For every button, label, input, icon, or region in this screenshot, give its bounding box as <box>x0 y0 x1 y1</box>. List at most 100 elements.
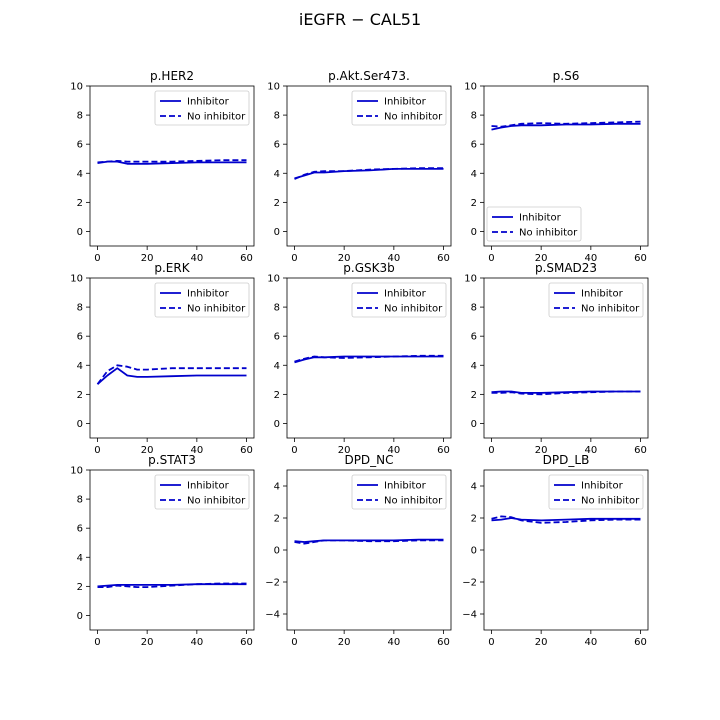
x-tick-label: 20 <box>141 637 154 648</box>
x-tick-label: 0 <box>488 637 494 648</box>
legend-label: Inhibitor <box>384 289 427 300</box>
panel-title: p.S6 <box>553 69 580 83</box>
legend-label: No inhibitor <box>187 112 246 123</box>
y-tick-label: 0 <box>77 419 83 430</box>
plot-frame <box>483 85 649 247</box>
y-tick-label: 2 <box>274 390 280 401</box>
x-tick-label: 0 <box>291 253 297 264</box>
x-tick-label: 0 <box>94 253 100 264</box>
legend-label: Inhibitor <box>581 481 624 492</box>
x-tick-label: 60 <box>437 253 450 264</box>
x-tick-label: 60 <box>240 445 253 456</box>
x-tick-label: 20 <box>535 445 548 456</box>
x-tick-label: 40 <box>190 445 203 456</box>
legend-label: Inhibitor <box>384 481 427 492</box>
panel-title: p.HER2 <box>150 69 194 83</box>
legend-label: No inhibitor <box>384 496 443 507</box>
y-tick-label: 6 <box>274 332 280 343</box>
y-tick-label: −2 <box>462 578 477 589</box>
y-tick-label: 10 <box>70 274 83 285</box>
series-line-inhibitor <box>491 517 641 522</box>
x-tick-label: 0 <box>291 637 297 648</box>
panel-title: p.ERK <box>154 261 190 275</box>
y-tick-label: 2 <box>471 514 477 525</box>
x-tick-label: 60 <box>437 637 450 648</box>
series-line-no-inhibitor <box>96 364 247 385</box>
y-tick-label: 10 <box>267 82 280 93</box>
x-tick-label: 40 <box>584 637 597 648</box>
legend-label: Inhibitor <box>384 97 427 108</box>
x-tick-label: 20 <box>338 445 351 456</box>
legend-label: No inhibitor <box>581 496 640 507</box>
x-tick-label: 20 <box>338 637 351 648</box>
y-tick-label: 0 <box>77 611 83 622</box>
y-tick-label: 4 <box>274 482 280 493</box>
y-tick-label: 2 <box>77 198 83 209</box>
x-tick-label: 20 <box>535 253 548 264</box>
y-tick-label: 6 <box>471 140 477 151</box>
y-tick-label: 10 <box>70 82 83 93</box>
y-tick-label: 0 <box>274 419 280 430</box>
plot-frame <box>286 85 452 247</box>
x-tick-label: 60 <box>634 445 647 456</box>
plot-frame <box>89 277 255 439</box>
y-tick-label: 0 <box>274 227 280 238</box>
y-tick-label: 4 <box>77 169 83 180</box>
legend-label: No inhibitor <box>187 496 246 507</box>
plot-frame <box>89 85 255 247</box>
series-line-inhibitor <box>97 583 247 588</box>
x-tick-label: 40 <box>387 445 400 456</box>
panel-title: p.SMAD23 <box>535 261 597 275</box>
y-tick-label: 2 <box>77 582 83 593</box>
y-tick-label: −4 <box>265 610 280 621</box>
y-tick-label: 8 <box>274 111 280 122</box>
series-line-no-inhibitor <box>294 354 444 363</box>
x-tick-label: 60 <box>240 253 253 264</box>
plot-frame <box>483 277 649 439</box>
series-line-no-inhibitor <box>491 515 641 524</box>
y-tick-label: 8 <box>77 495 83 506</box>
y-tick-label: 6 <box>77 332 83 343</box>
y-tick-label: 2 <box>471 198 477 209</box>
x-tick-label: 60 <box>437 445 450 456</box>
y-tick-label: 4 <box>274 361 280 372</box>
y-tick-label: 4 <box>471 482 477 493</box>
x-tick-label: 40 <box>190 637 203 648</box>
legend-label: No inhibitor <box>384 112 443 123</box>
y-tick-label: 4 <box>471 169 477 180</box>
x-tick-label: 0 <box>94 637 100 648</box>
x-tick-label: 40 <box>387 253 400 264</box>
legend-label: Inhibitor <box>187 481 230 492</box>
y-tick-label: 10 <box>464 274 477 285</box>
y-tick-label: 8 <box>77 111 83 122</box>
legend-label: Inhibitor <box>581 289 624 300</box>
plot-frame <box>286 277 452 439</box>
legend-label: No inhibitor <box>581 304 640 315</box>
x-tick-label: 0 <box>488 253 494 264</box>
y-tick-label: 6 <box>77 140 83 151</box>
plot-frame <box>89 469 255 631</box>
x-tick-label: 20 <box>141 445 154 456</box>
x-tick-label: 60 <box>240 637 253 648</box>
y-tick-label: 8 <box>77 303 83 314</box>
y-tick-label: 6 <box>471 332 477 343</box>
x-tick-label: 40 <box>387 637 400 648</box>
panel-title: p.Akt.Ser473. <box>328 69 410 83</box>
y-tick-label: 4 <box>77 361 83 372</box>
x-tick-label: 60 <box>634 253 647 264</box>
y-tick-label: 4 <box>471 361 477 372</box>
panel-title: p.GSK3b <box>343 261 394 275</box>
legend-label: Inhibitor <box>187 97 230 108</box>
panel-title: DPD_NC <box>344 453 393 467</box>
x-tick-label: 40 <box>584 253 597 264</box>
y-tick-label: 0 <box>471 419 477 430</box>
panel-title: p.STAT3 <box>148 453 196 467</box>
y-tick-label: 10 <box>70 466 83 477</box>
y-tick-label: 0 <box>471 546 477 557</box>
series-line-no-inhibitor <box>97 159 247 164</box>
y-tick-label: 8 <box>471 111 477 122</box>
y-tick-label: 4 <box>274 169 280 180</box>
y-tick-label: 8 <box>274 303 280 314</box>
series-line-inhibitor <box>491 390 641 394</box>
